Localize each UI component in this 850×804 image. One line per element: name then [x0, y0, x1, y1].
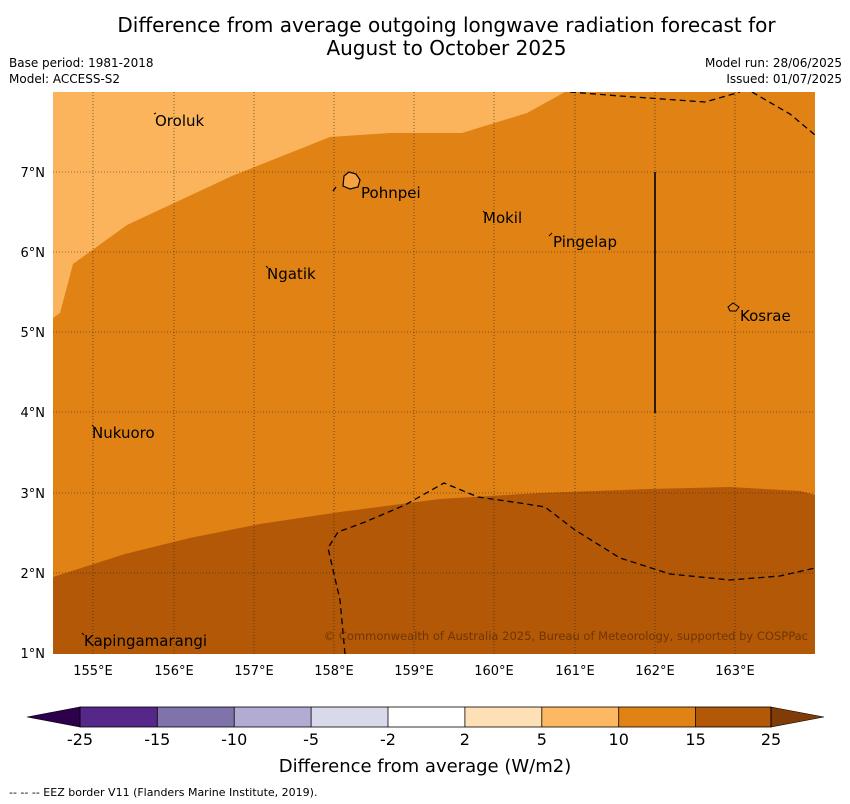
- lat-tick-label: 7°N: [21, 166, 46, 181]
- lon-tick-label: 159°E: [394, 664, 434, 679]
- lon-tick-label: 160°E: [474, 664, 514, 679]
- place-label-oroluk: Oroluk: [155, 112, 204, 130]
- lon-tick-label: 163°E: [715, 664, 755, 679]
- lat-axis: 7°N 6°N 5°N 4°N 3°N 2°N 1°N: [21, 166, 46, 662]
- colorbar-over-arrow: [770, 706, 825, 728]
- lon-tick-label: 156°E: [154, 664, 194, 679]
- colorbar-swatch: [388, 707, 465, 727]
- colorbar-swatch: [311, 707, 388, 727]
- colorbar-swatch: [80, 707, 158, 727]
- colorbar-tick-label: -5: [303, 730, 319, 749]
- map-area: Oroluk Pohnpei Mokil Pingelap Ngatik Kos…: [53, 92, 815, 654]
- colorbar-swatch: [695, 707, 771, 727]
- eez-footnote: -- -- -- EEZ border V11 (Flanders Marine…: [9, 786, 318, 799]
- title-line-2: August to October 2025: [326, 36, 567, 60]
- place-label-pohnpei: Pohnpei: [361, 184, 421, 202]
- base-period: Base period: 1981-2018: [9, 56, 154, 70]
- place-label-ngatik: Ngatik: [267, 265, 316, 283]
- colorbar-tick-label: -25: [67, 730, 93, 749]
- eez-border: [327, 92, 815, 654]
- band-15-to-25: [53, 487, 815, 654]
- place-label-kapingamarangi: Kapingamarangi: [84, 632, 207, 650]
- colorbar-tick-label: 2: [460, 730, 470, 749]
- graticule: [53, 92, 815, 654]
- colorbar-tick-label: 15: [685, 730, 705, 749]
- colorbar-tick-label: -10: [221, 730, 247, 749]
- colorbar: -25 -15 -10 -5 -2 2 5 10 15 25 Differenc…: [26, 706, 825, 777]
- lon-axis: 155°E 156°E 157°E 158°E 159°E 160°E 161°…: [73, 664, 755, 679]
- colorbar-under-arrow: [26, 706, 81, 728]
- model-name: Model: ACCESS-S2: [9, 72, 121, 86]
- island-markers: [81, 112, 553, 636]
- colorbar-swatch: [464, 707, 542, 727]
- lat-tick-label: 3°N: [21, 487, 46, 502]
- lon-tick-label: 155°E: [73, 664, 113, 679]
- lon-tick-label: 158°E: [314, 664, 354, 679]
- place-label-kosrae: Kosrae: [740, 307, 791, 325]
- meta-left: Base period: 1981-2018 Model: ACCESS-S2: [9, 55, 154, 87]
- lon-tick-label: 162°E: [635, 664, 675, 679]
- meta-right: Model run: 28/06/2025 Issued: 01/07/2025: [705, 55, 842, 87]
- pohnpei-island: [342, 171, 361, 190]
- copyright-notice: © Commonwealth of Australia 2025, Bureau…: [324, 629, 808, 643]
- colorbar-swatch: [157, 707, 235, 727]
- lat-tick-label: 6°N: [21, 246, 46, 261]
- lat-tick-label: 5°N: [21, 326, 46, 341]
- lat-tick-label: 2°N: [21, 567, 46, 582]
- colorbar-swatch: [234, 707, 312, 727]
- lat-tick-label: 4°N: [21, 406, 46, 421]
- kosrae-island: [727, 302, 740, 312]
- colorbar-swatch: [541, 707, 619, 727]
- place-label-nukuoro: Nukuoro: [92, 424, 155, 442]
- model-run: Model run: 28/06/2025: [704, 56, 842, 70]
- issued-date: Issued: 01/07/2025: [726, 72, 842, 86]
- title-line-1: Difference from average outgoing longwav…: [117, 13, 776, 37]
- place-label-pingelap: Pingelap: [553, 233, 617, 251]
- colorbar-tick-label: 5: [537, 730, 547, 749]
- band-5-to-10: [53, 92, 565, 318]
- chart-title: Difference from average outgoing longwav…: [0, 14, 850, 60]
- colorbar-tick-label: -15: [144, 730, 170, 749]
- colorbar-tick-label: -2: [380, 730, 396, 749]
- lon-tick-label: 161°E: [555, 664, 595, 679]
- lat-tick-label: 1°N: [21, 647, 46, 662]
- lon-tick-label: 157°E: [234, 664, 274, 679]
- place-label-mokil: Mokil: [483, 209, 522, 227]
- colorbar-swatch: [618, 707, 696, 727]
- colorbar-tick-label: 10: [609, 730, 629, 749]
- colorbar-label: Difference from average (W/m2): [279, 756, 571, 777]
- colorbar-tick-label: 25: [761, 730, 781, 749]
